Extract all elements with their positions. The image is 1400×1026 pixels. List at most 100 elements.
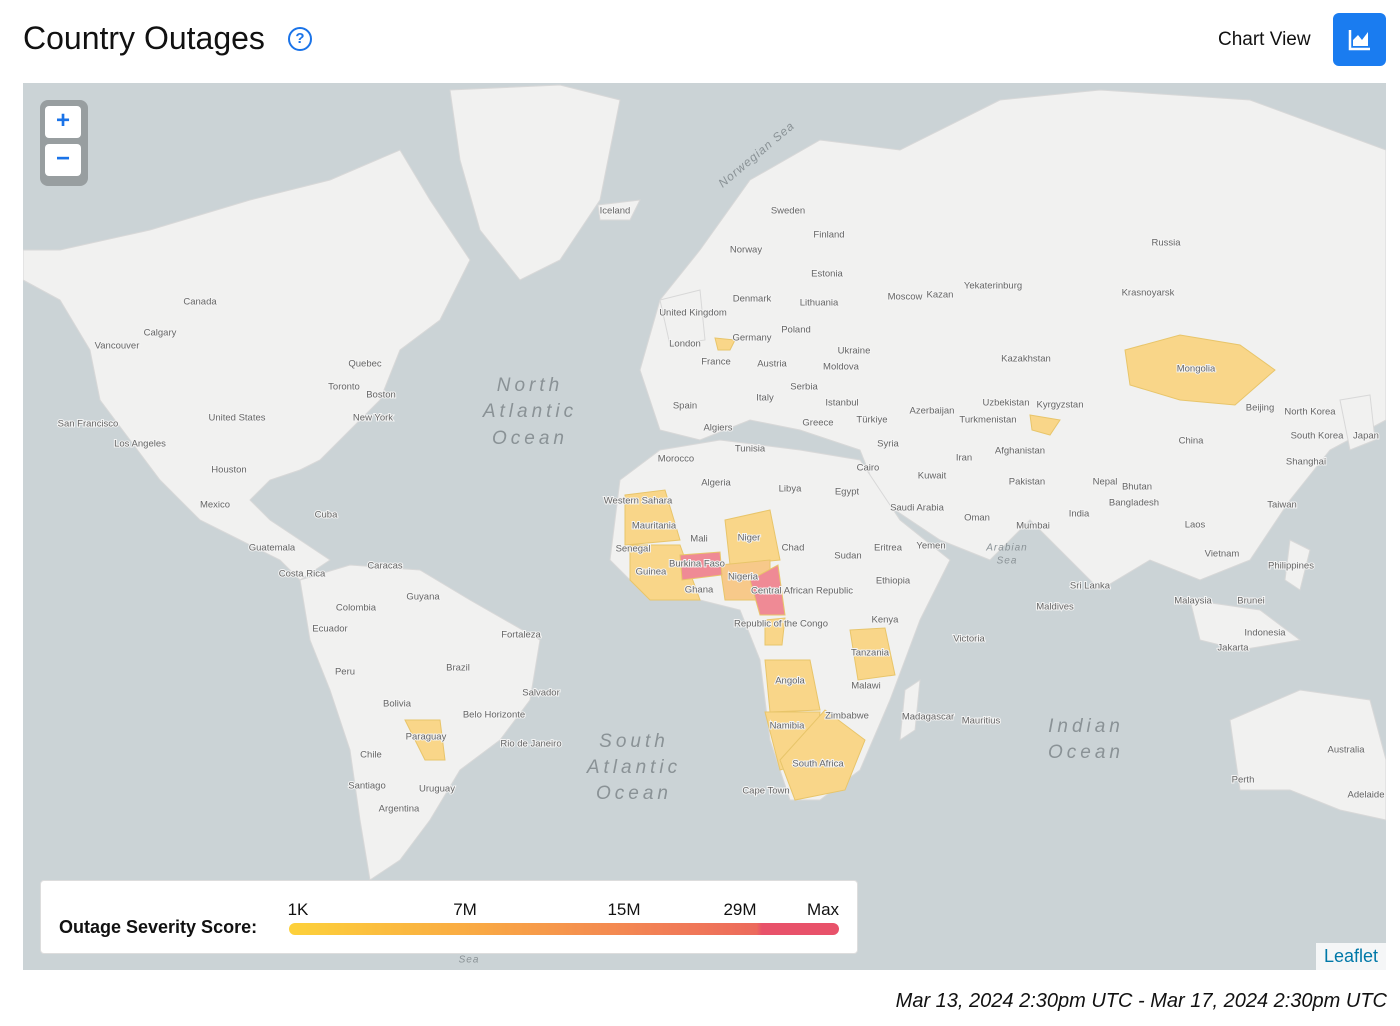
- map-label: Bangladesh: [1109, 498, 1159, 509]
- map-label: Oman: [964, 513, 990, 524]
- help-icon[interactable]: ?: [288, 27, 312, 51]
- map-label: Greece: [802, 418, 833, 429]
- map-label: Mauritius: [962, 716, 1001, 727]
- map-label: Vietnam: [1205, 549, 1240, 560]
- outage-country: [764, 617, 786, 646]
- map-label: Maldives: [1036, 602, 1074, 613]
- map-label: Guyana: [406, 592, 440, 603]
- map-label: Uruguay: [419, 784, 455, 795]
- map-label: Madagascar: [902, 712, 954, 723]
- map-label: Turkmenistan: [959, 415, 1016, 426]
- map-label: Zimbabwe: [825, 711, 869, 722]
- map-label: London: [669, 339, 701, 350]
- map-label: Brazil: [446, 663, 470, 674]
- map-label: Australia: [1328, 745, 1366, 756]
- map-label: Angola: [775, 676, 805, 687]
- outage-country: [624, 489, 681, 546]
- outage-country: [1029, 414, 1061, 436]
- map-label: Santiago: [348, 781, 386, 792]
- chart-icon: [1348, 30, 1370, 51]
- map-label: Malawi: [851, 681, 881, 692]
- outage-country: [1124, 334, 1276, 406]
- attribution-link[interactable]: Leaflet: [1315, 943, 1386, 970]
- map-label: Tanzania: [851, 648, 890, 659]
- map-label: Mali: [690, 534, 707, 545]
- map-label: Niger: [738, 533, 761, 544]
- map-label: Beijing: [1246, 403, 1275, 414]
- map-label: Kazan: [927, 290, 954, 301]
- map-label: Yekaterinburg: [964, 281, 1022, 292]
- map-label: Eritrea: [874, 543, 903, 554]
- map-label: Jakarta: [1217, 643, 1249, 654]
- map-label: Austria: [757, 359, 787, 370]
- map-label: Germany: [732, 333, 771, 344]
- map-label: Burkina Faso: [669, 559, 725, 570]
- outage-country: [749, 564, 786, 616]
- map-label: Ethiopia: [876, 576, 911, 587]
- map-label: Adelaide: [1348, 790, 1385, 801]
- map-label: Estonia: [811, 269, 843, 280]
- map-label: Norway: [730, 245, 762, 256]
- map[interactable]: Iceland Sweden Finland Norway Russia Estonia D…: [23, 83, 1386, 970]
- landmass: [639, 89, 1386, 591]
- map-label: Kyrgyzstan: [1037, 400, 1084, 411]
- legend-stop: Max: [806, 900, 840, 919]
- sea-label: South: [599, 731, 669, 752]
- map-label: Sweden: [771, 206, 805, 217]
- map-label: Ecuador: [312, 624, 347, 635]
- map-label: Syria: [877, 439, 899, 450]
- map-label: Salvador: [522, 688, 560, 699]
- map-label: Calgary: [144, 328, 177, 339]
- map-label: Paraguay: [406, 732, 447, 743]
- sea-label: Indian: [1048, 716, 1124, 737]
- zoom-out[interactable]: −: [45, 144, 81, 176]
- map-label: Pakistan: [1009, 477, 1045, 488]
- outage-country: [849, 627, 896, 681]
- map-label: Kuwait: [918, 471, 947, 482]
- outage-country: [679, 551, 723, 581]
- sea-label: Ocean: [1048, 742, 1124, 763]
- map-label: Chad: [782, 543, 805, 554]
- map-label: New York: [353, 413, 393, 424]
- sea-label: North: [497, 375, 563, 396]
- map-label: Serbia: [790, 382, 818, 393]
- page-title: Country Outages: [23, 20, 265, 56]
- map-label: Mexico: [200, 500, 230, 511]
- map-label: Bhutan: [1122, 482, 1152, 493]
- map-label: Krasnoyarsk: [1122, 288, 1175, 299]
- map-label: Boston: [366, 390, 396, 401]
- chart-view-button[interactable]: [1333, 13, 1386, 66]
- zoom-in[interactable]: +: [45, 106, 81, 138]
- map-label: Cairo: [857, 463, 880, 474]
- sea-label: Ocean: [596, 783, 672, 804]
- map-label: Türkiye: [856, 415, 887, 426]
- landmass: [899, 678, 921, 742]
- map-label: Namibia: [770, 721, 806, 732]
- map-label: Saudi Arabia: [890, 503, 945, 514]
- map-label: Costa Rica: [279, 569, 326, 580]
- map-label: Peru: [335, 667, 355, 678]
- landmass: [1339, 394, 1376, 451]
- map-label: Morocco: [658, 454, 694, 465]
- landmass: [659, 289, 706, 346]
- map-label: Guinea: [636, 567, 667, 578]
- outage-country: [404, 719, 446, 761]
- map-label: Quebec: [348, 359, 382, 370]
- map-label: Tunisia: [735, 444, 766, 455]
- map-label: Laos: [1185, 520, 1206, 531]
- map-label: South Korea: [1291, 431, 1345, 442]
- landmass: [1284, 539, 1311, 591]
- map-label: Egypt: [835, 487, 860, 498]
- map-label: Istanbul: [825, 398, 858, 409]
- map-label: Kenya: [872, 615, 900, 626]
- map-label: Mumbai: [1016, 521, 1050, 532]
- map-label: Denmark: [733, 294, 772, 305]
- legend-stop: 15M: [607, 900, 641, 919]
- map-label: Colombia: [336, 603, 377, 614]
- map-label: Moscow: [888, 292, 923, 303]
- map-label: France: [701, 357, 731, 368]
- map-label: Italy: [756, 393, 774, 404]
- map-label: San Francisco: [58, 419, 119, 430]
- sea-label: Arabian: [985, 543, 1027, 554]
